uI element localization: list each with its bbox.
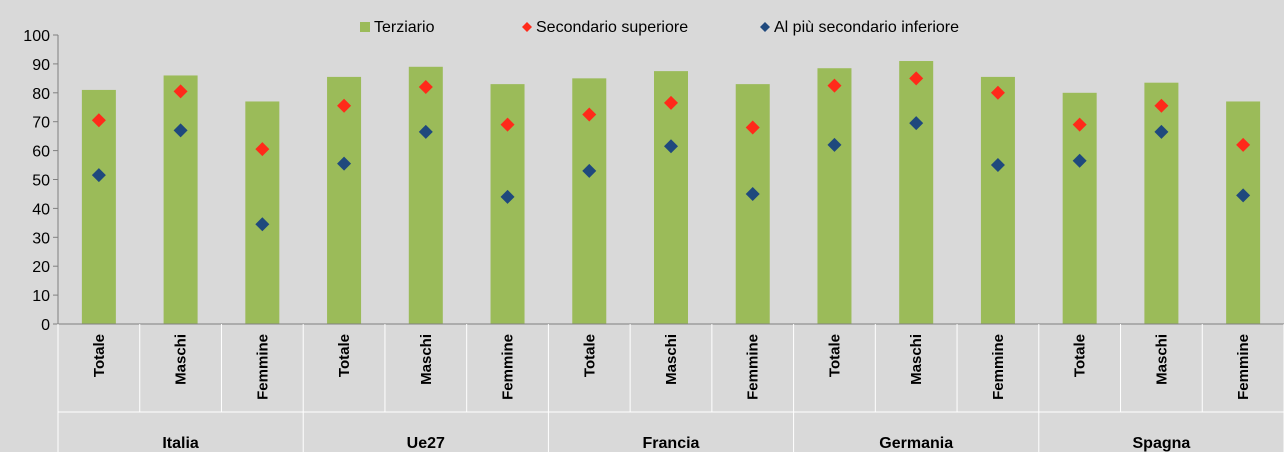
marker-secondario-inferiore [337,156,352,171]
marker-secondario-inferiore [500,189,515,204]
y-tick-label: 20 [32,259,50,276]
marker-secondario-superiore [173,84,188,99]
marker-secondario-inferiore [91,168,106,183]
marker-secondario-inferiore [1072,153,1087,168]
legend-item: Terziario [360,19,435,36]
legend-label: Terziario [374,19,435,36]
marker-secondario-superiore [664,95,678,110]
x-category-label: Maschi [1153,334,1170,385]
y-tick-label: 100 [23,28,50,45]
x-category-label: Totale [581,334,598,377]
y-tick-label: 60 [32,144,50,161]
marker-secondario-superiore [990,85,1005,100]
bars [81,61,1261,325]
x-axis: Totale Maschi Femmine Totale Maschi Femmine To… [57,323,1284,452]
markers [91,71,1251,232]
x-group-label: Francia [643,435,700,452]
y-tick-label: 90 [32,57,50,74]
marker-secondario-superiore [745,120,760,135]
marker-secondario-superiore [1072,117,1087,132]
marker-secondario-superiore [827,78,842,93]
marker-secondario-superiore [418,80,433,95]
legend-label: Secondario superiore [536,19,688,36]
marker-secondario-inferiore [1236,188,1251,203]
y-tick-label: 0 [41,317,50,334]
marker-secondario-superiore [255,142,270,157]
bar-terziario [980,76,1015,324]
marker-secondario-inferiore [173,123,188,138]
marker-secondario-superiore [91,113,106,128]
bar-terziario [408,66,443,324]
marker-secondario-superiore [909,71,924,86]
bar-terziario [654,71,688,324]
y-tick-label: 30 [32,230,50,247]
x-category-label: Femmine [990,334,1007,400]
bar-terziario [1144,82,1179,324]
y-tick-label: 10 [32,288,50,305]
x-category-label: Femmine [1235,334,1252,400]
x-category-label: Femmine [745,334,762,400]
marker-secondario-inferiore [745,186,760,201]
legend: Terziario Secondario superiore Al più seco… [360,19,959,36]
x-category-label: Maschi [663,334,680,385]
bar-terziario [327,76,362,324]
legend-item: Al più secondario inferiore [760,19,959,36]
x-category-label: Totale [91,334,108,377]
marker-secondario-superiore [500,117,515,132]
legend-swatch [760,22,770,32]
legend-label: Al più secondario inferiore [774,19,959,36]
x-category-label: Totale [826,334,843,377]
marker-secondario-superiore [337,98,352,113]
x-category-label: Femmine [254,334,271,400]
marker-secondario-superiore [1236,137,1251,152]
marker-secondario-inferiore [827,137,842,152]
bar-terziario [1226,101,1261,324]
marker-secondario-inferiore [255,217,270,232]
y-tick-label: 80 [32,86,50,103]
x-group-label: Spagna [1133,435,1191,452]
bar-terziario [735,84,770,324]
x-group-label: Italia [162,435,199,452]
marker-secondario-superiore [582,107,597,122]
marker-secondario-inferiore [990,158,1005,173]
y-tick-label: 70 [32,115,50,132]
marker-secondario-inferiore [909,116,924,131]
legend-swatch [360,22,370,32]
marker-secondario-inferiore [582,163,597,178]
bar-terziario [245,101,280,324]
x-group-label: Ue27 [407,435,445,452]
x-category-label: Maschi [908,334,925,385]
marker-secondario-superiore [1154,98,1169,113]
legend-item: Secondario superiore [522,19,688,36]
y-tick-label: 40 [32,201,50,218]
marker-secondario-inferiore [664,139,678,154]
x-category-label: Maschi [418,334,435,385]
x-category-label: Totale [1072,334,1089,377]
marker-secondario-inferiore [418,124,433,139]
x-category-label: Femmine [500,334,517,400]
bar-terziario [163,75,198,325]
legend-swatch [522,22,532,32]
x-category-label: Totale [336,334,353,377]
y-tick-label: 50 [32,173,50,190]
bar-terziario [899,61,934,324]
x-group-label: Germania [879,435,953,452]
x-category-label: Maschi [173,334,190,385]
bar-terziario [81,89,116,324]
y-axis: 0 10 20 30 40 50 60 70 80 90 100 [23,28,59,334]
marker-secondario-inferiore [1154,124,1169,139]
bar-terziario [817,68,852,324]
